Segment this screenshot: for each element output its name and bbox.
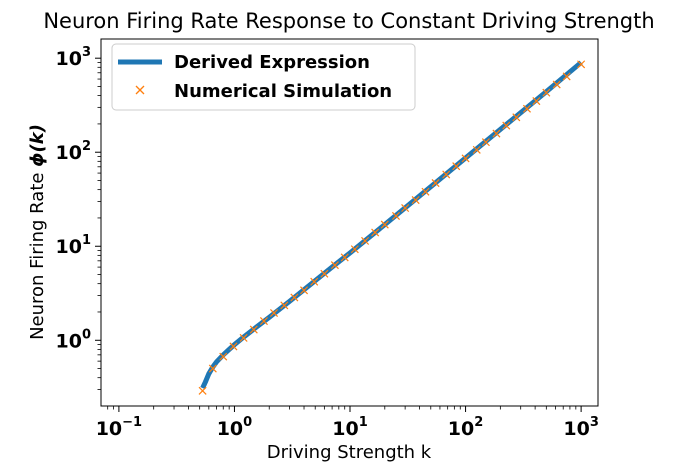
simulation-point <box>411 196 420 205</box>
simulation-point <box>421 187 430 196</box>
simulation-point <box>512 113 521 122</box>
simulation-point <box>320 269 329 278</box>
y-tick-label: 101 <box>56 233 92 258</box>
simulation-point <box>310 277 319 286</box>
simulation-point <box>259 317 268 326</box>
simulation-point <box>562 72 571 81</box>
x-tick-label: 102 <box>448 415 484 440</box>
y-tick-label: 103 <box>56 45 92 70</box>
legend-marker-swatch <box>135 85 145 95</box>
simulation-point <box>502 121 511 130</box>
simulation-point <box>391 211 401 220</box>
simulation-point <box>219 352 228 361</box>
x-tick-label: 103 <box>563 415 599 440</box>
simulation-point <box>577 60 586 69</box>
y-axis-label: Neuron Firing Rate ϕ(k) <box>27 124 48 340</box>
simulation-point <box>472 145 481 154</box>
simulation-point <box>290 293 299 302</box>
simulation-point <box>299 286 309 295</box>
y-axis-ticks: 100 101 102 103 <box>56 45 101 390</box>
x-tick-label: 101 <box>332 415 368 440</box>
x-tick-label: 10−1 <box>96 415 142 440</box>
simulation-point <box>371 228 380 237</box>
x-tick-label: 100 <box>217 415 253 440</box>
simulation-point <box>461 154 470 163</box>
y-tick-label: 102 <box>56 139 92 164</box>
x-axis-label: Driving Strength k <box>267 442 432 463</box>
plot-area <box>100 38 599 407</box>
simulation-point <box>542 88 551 97</box>
simulation-point <box>442 170 451 179</box>
y-tick-label: 100 <box>56 327 92 352</box>
simulation-point <box>269 308 279 318</box>
legend-frame <box>111 43 416 111</box>
simulation-point <box>522 104 531 113</box>
simulation-point <box>229 342 238 351</box>
simulation-point <box>208 364 217 373</box>
chart-title: Neuron Firing Rate Response to Constant … <box>43 9 654 33</box>
simulation-point <box>330 261 339 270</box>
y-axis-label-text: Neuron Firing Rate <box>27 167 48 340</box>
legend-label-derived: Derived Expression <box>174 52 370 73</box>
simulation-point <box>249 325 258 334</box>
simulation-point <box>532 97 541 106</box>
legend-label-simulation: Numerical Simulation <box>174 81 392 102</box>
legend: Derived Expression Numerical Simulation <box>111 43 416 111</box>
simulation-point <box>431 179 440 188</box>
simulation-point <box>481 138 490 147</box>
simulation-point <box>239 333 248 342</box>
simulation-point <box>401 203 410 213</box>
y-axis-label-symbol: ϕ(k) <box>27 124 48 167</box>
simulation-point <box>492 129 501 138</box>
x-axis-ticks: 10−1 100 101 102 103 <box>96 406 599 440</box>
simulation-point <box>350 245 359 254</box>
simulation-point <box>380 220 389 229</box>
simulation-point <box>452 162 461 171</box>
derived-expression-line <box>200 60 583 390</box>
simulation-point <box>361 236 370 245</box>
simulation-point <box>198 386 207 395</box>
simulation-point <box>340 253 349 262</box>
axes-frame <box>100 38 599 407</box>
simulation-point <box>280 301 289 310</box>
simulation-point <box>552 80 561 89</box>
